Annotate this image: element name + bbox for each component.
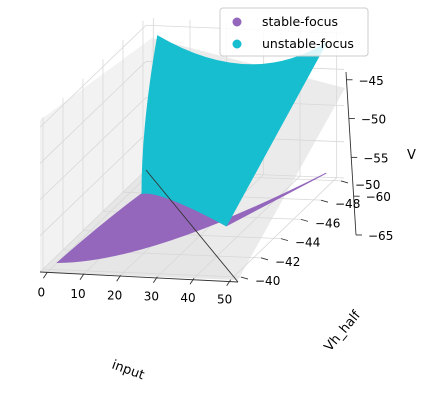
x-tick-mark [42, 272, 48, 279]
z-tick-label: −50 [361, 113, 386, 127]
z-gridline-left [39, 133, 147, 237]
x-tick-label: 50 [217, 293, 232, 307]
x-axis-line [39, 271, 239, 283]
z-tick-label: −60 [366, 190, 391, 204]
z-tick-label: −55 [363, 151, 388, 165]
x-tick-mark [152, 276, 158, 283]
z-gridline-left [39, 169, 147, 273]
z-axis-label: V [407, 148, 416, 163]
y-axis-label: Vh_half [322, 308, 365, 355]
axes: 0 10 20 30 40 50 −50 −48 −46 −44 −42 −40 −65 −60 −55 −5… [38, 71, 393, 307]
x-tick-mark [116, 275, 122, 282]
x-tick-mark [226, 279, 232, 286]
z-tick-label: −65 [368, 229, 393, 243]
y-tick-mark [320, 199, 329, 203]
y-tick-mark [260, 257, 269, 261]
z-gridline-left [39, 61, 147, 164]
x-gridline-floor [193, 175, 301, 279]
legend-label-stable-focus: stable-focus [262, 14, 338, 29]
z-gridline-left [39, 24, 147, 128]
y-tick-mark [300, 218, 309, 222]
y-tick-label: −44 [295, 236, 320, 250]
y-tick-mark [240, 276, 249, 280]
x-tick-label: 30 [144, 290, 159, 304]
x-tick-mark [189, 277, 195, 285]
y-tick-label: −50 [355, 178, 380, 192]
left-pane [40, 38, 152, 272]
y-tick-label: −40 [255, 274, 280, 288]
x-tick-label: 20 [107, 288, 122, 302]
x-tick-label: 40 [180, 291, 195, 305]
x-tick-label: 0 [38, 285, 46, 299]
legend-frame [219, 7, 369, 57]
z-axis-line [345, 71, 357, 236]
z-gridline-left [39, 97, 147, 200]
unstable-focus-surface [141, 35, 328, 227]
y-tick-label: −42 [275, 255, 300, 269]
legend-label-unstable-focus: unstable-focus [262, 36, 354, 51]
x-axis-label: input [110, 358, 147, 384]
legend-marker-unstable-focus [232, 39, 242, 49]
y-tick-mark [340, 180, 349, 184]
z-tick-label: −45 [358, 74, 383, 88]
data-surfaces [56, 35, 328, 263]
y-tick-label: −48 [335, 197, 360, 211]
x-tick-label: 10 [70, 287, 85, 301]
legend: stable-focus unstable-focus [219, 7, 369, 57]
y-gridline-floor [42, 268, 242, 278]
x-tick-mark [79, 273, 85, 281]
y-tick-label: −46 [315, 216, 340, 230]
y-tick-mark [280, 238, 289, 242]
x-gridline-floor [230, 177, 337, 280]
x-gridline-floor [47, 170, 154, 273]
legend-marker-stable-focus [232, 17, 242, 27]
y-axis-line [145, 169, 239, 283]
